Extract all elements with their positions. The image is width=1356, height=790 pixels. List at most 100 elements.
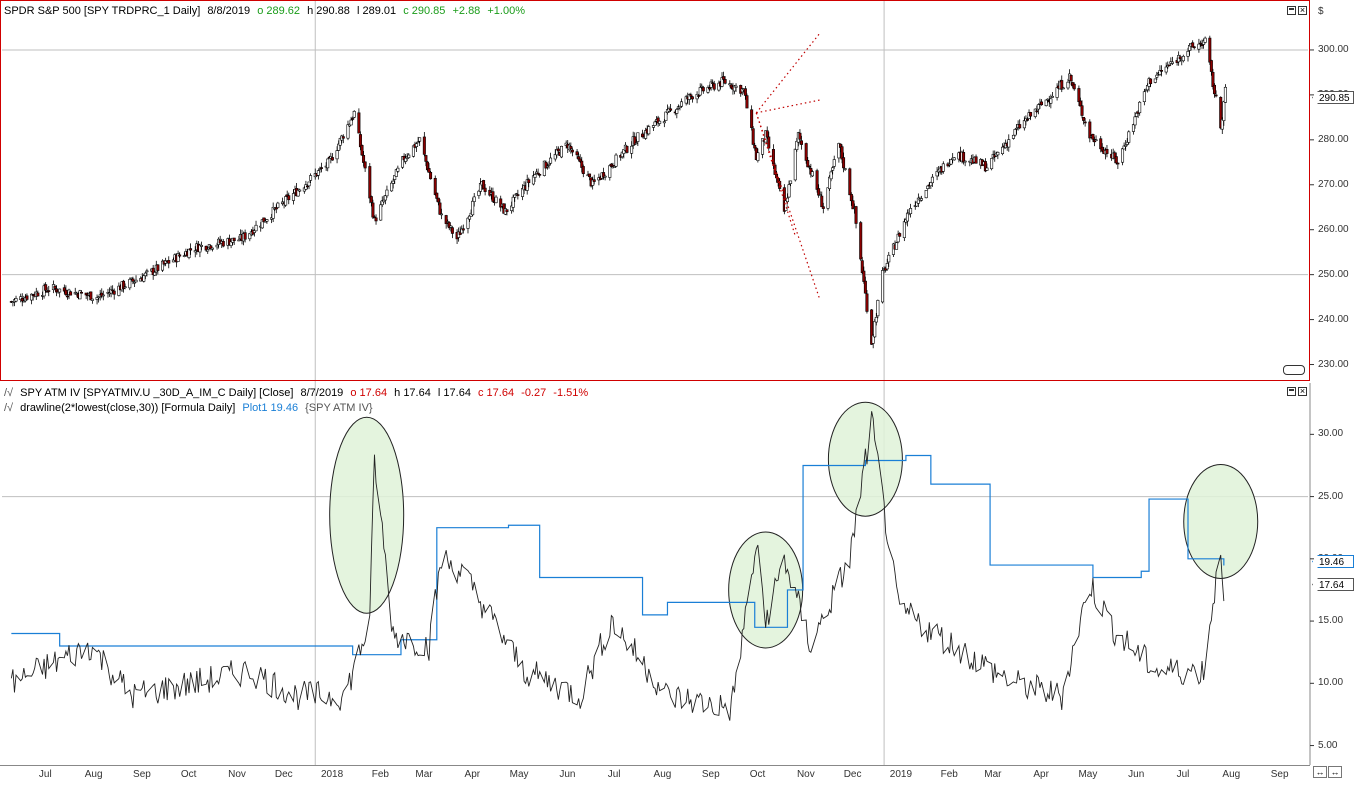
iv-pane[interactable]: /√ SPY ATM IV [SPYATMIV.U _30D_A_IM_C Da… — [0, 383, 1356, 765]
candle — [243, 232, 247, 240]
candle — [1088, 121, 1092, 139]
candle — [232, 237, 236, 242]
formula-source: {SPY ATM IV} — [305, 402, 373, 414]
candle — [287, 195, 291, 201]
scroll-left-icon[interactable]: ↔ — [1313, 766, 1327, 778]
candle — [1192, 46, 1196, 49]
candle — [689, 94, 693, 97]
candle — [349, 119, 353, 126]
formula-icon: /√ — [4, 402, 14, 414]
x-tick-label: Oct — [180, 769, 197, 780]
candle — [662, 121, 666, 124]
close-pane-icon[interactable]: × — [1298, 5, 1307, 15]
candle — [527, 179, 531, 184]
maximize-pane-icon[interactable] — [1287, 6, 1296, 15]
candle — [309, 175, 313, 181]
candle — [821, 206, 825, 209]
candle — [549, 157, 553, 164]
price-chart[interactable] — [0, 0, 1356, 383]
candle — [818, 194, 822, 196]
candle — [1121, 148, 1125, 163]
candle — [1186, 50, 1190, 57]
candle — [1049, 98, 1053, 104]
candle — [352, 111, 356, 118]
x-tick-label: Mar — [984, 769, 1002, 780]
candle — [653, 121, 657, 126]
price-tick-label: 230.00 — [1318, 358, 1349, 370]
candle — [187, 248, 191, 258]
candle — [271, 206, 275, 219]
candle — [832, 159, 836, 167]
candle — [895, 242, 899, 250]
candle — [798, 132, 802, 140]
iv-value-tag: 17.64 — [1312, 578, 1354, 591]
candle — [1050, 95, 1054, 98]
candle — [575, 151, 579, 156]
x-tick-label: Jul — [38, 769, 52, 780]
candle — [112, 290, 116, 295]
candle — [1082, 116, 1086, 121]
iv-date: 8/7/2019 — [300, 387, 344, 399]
close-pane-icon[interactable]: × — [1298, 386, 1307, 396]
candle — [675, 109, 679, 114]
candle — [896, 233, 900, 243]
x-tick-label: Aug — [84, 769, 103, 780]
candle — [298, 189, 302, 192]
price-pane[interactable]: SPDR S&P 500 [SPY TRDPRC_1 Daily] 8/8/20… — [0, 0, 1356, 383]
scroll-right-icon[interactable]: ↔ — [1328, 766, 1342, 778]
candle — [614, 154, 618, 167]
x-tick-label: Nov — [228, 769, 246, 780]
fan-line — [755, 112, 821, 301]
x-tick-label: Jul — [607, 769, 621, 780]
price-header: SPDR S&P 500 [SPY TRDPRC_1 Daily] 8/8/20… — [4, 5, 529, 17]
candle — [438, 202, 442, 215]
candle — [330, 157, 334, 161]
candle — [679, 101, 683, 107]
candle — [767, 136, 771, 149]
candle — [79, 291, 83, 294]
candle — [404, 157, 408, 162]
candle — [1036, 104, 1040, 110]
candle — [1025, 119, 1029, 121]
x-tick-label: 2019 — [889, 769, 913, 780]
candle — [471, 200, 475, 216]
iv-pct: -1.51% — [553, 387, 589, 399]
candle — [351, 118, 355, 120]
candle — [296, 189, 300, 197]
candle — [47, 290, 51, 292]
candle — [491, 191, 495, 202]
candle — [826, 187, 830, 209]
x-tick-label: Feb — [371, 769, 389, 780]
candle — [134, 279, 138, 283]
candle — [804, 143, 808, 161]
candle — [842, 157, 846, 169]
price-date: 8/8/2019 — [207, 5, 251, 17]
fan-line — [755, 32, 821, 114]
candle — [1170, 61, 1174, 64]
candle — [1222, 101, 1226, 121]
price-tick-label: 250.00 — [1318, 268, 1349, 280]
candle — [284, 196, 288, 206]
scale-handle-icon[interactable] — [1283, 365, 1305, 375]
iv-header: /√ SPY ATM IV [SPYATMIV.U _30D_A_IM_C Da… — [4, 387, 592, 399]
candle — [1018, 124, 1022, 129]
maximize-pane-icon[interactable] — [1287, 387, 1296, 396]
iv-chart[interactable] — [0, 383, 1356, 765]
candle — [859, 222, 863, 260]
iv-open: o 17.64 — [350, 387, 388, 399]
candle — [926, 185, 930, 189]
candle — [90, 298, 94, 301]
candle — [385, 189, 389, 197]
candle — [919, 198, 923, 201]
candle — [260, 219, 264, 229]
candle — [393, 175, 397, 180]
candle — [697, 95, 701, 97]
candle — [89, 291, 93, 301]
iv-change: -0.27 — [521, 387, 547, 399]
price-change: +2.88 — [452, 5, 481, 17]
candle — [221, 241, 225, 247]
candle — [990, 158, 994, 170]
candle — [101, 294, 105, 297]
price-title: SPDR S&P 500 [SPY TRDPRC_1 Daily] — [4, 5, 201, 17]
candle — [728, 83, 732, 86]
